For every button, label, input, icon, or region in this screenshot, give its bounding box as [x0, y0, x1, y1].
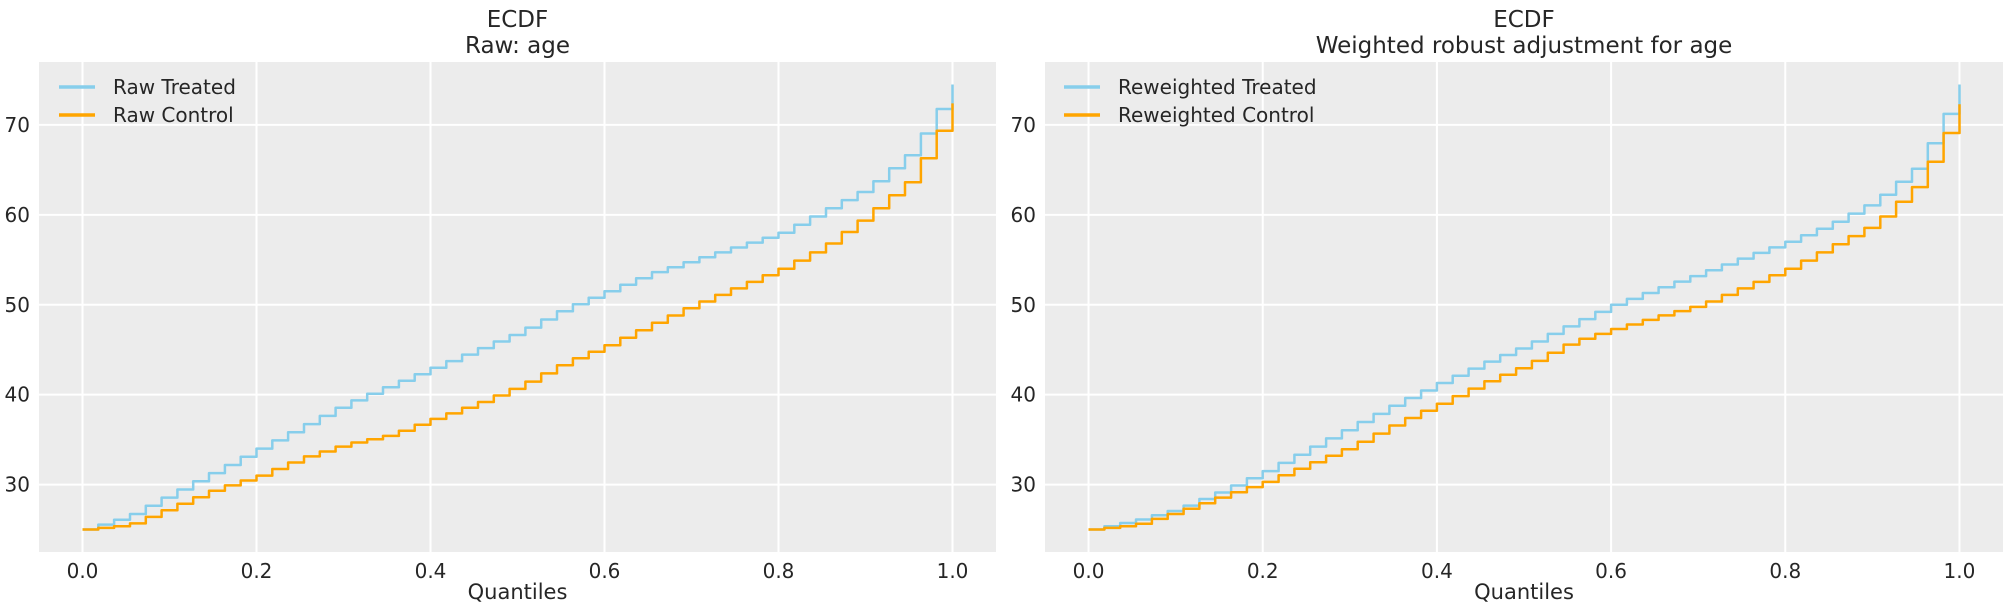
y-tick-label: 40 [5, 383, 30, 407]
series-line-reweighted-control [1088, 104, 1961, 531]
y-tick-label: 50 [1011, 293, 1036, 317]
legend-weighted: Reweighted Treated Reweighted Control [1062, 73, 1317, 129]
x-tick-label: 0.6 [1595, 559, 1627, 583]
series-line-raw-treated [82, 84, 954, 531]
series-line-reweighted-treated [1088, 84, 1961, 531]
x-tick-label: 0.2 [241, 559, 273, 583]
chart-title-line1: ECDF [1493, 7, 1555, 33]
y-tick-label: 40 [1011, 383, 1036, 407]
plot-area-weighted: 0.0 0.2 0.4 0.6 0.8 1.0 30 40 50 60 70 [1011, 62, 2003, 583]
plot-background [39, 62, 996, 552]
legend-label-reweighted-control: Reweighted Control [1118, 103, 1315, 127]
x-tick-label: 0.4 [415, 559, 447, 583]
y-tick-label: 60 [1011, 203, 1036, 227]
legend-row-raw-treated: Raw Treated [57, 73, 236, 101]
plot-background [1045, 62, 2003, 552]
x-tick-label: 1.0 [1944, 559, 1976, 583]
y-tick-label: 30 [5, 473, 30, 497]
x-tick-label: 0.0 [1073, 559, 1105, 583]
chart-title-line2: Weighted robust adjustment for age [1315, 33, 1733, 59]
y-tick-label: 50 [5, 293, 30, 317]
legend-label-reweighted-treated: Reweighted Treated [1118, 75, 1317, 99]
series-line-raw-control [82, 103, 954, 531]
y-tick-label: 70 [1011, 113, 1036, 137]
legend-row-raw-control: Raw Control [57, 101, 236, 129]
x-tick-label: 0.8 [1769, 559, 1801, 583]
chart-title-raw: ECDF Raw: age [39, 7, 996, 59]
chart-title-line2: Raw: age [464, 33, 571, 59]
y-tick-label: 70 [5, 113, 30, 137]
chart-title-line1: ECDF [486, 7, 549, 33]
raw-treated-line-sample [59, 85, 95, 89]
y-tick-label: 60 [5, 203, 30, 227]
legend-label-raw-control: Raw Control [113, 103, 234, 127]
legend-label-raw-treated: Raw Treated [113, 75, 236, 99]
x-axis-label-raw: Quantiles [467, 580, 568, 604]
x-tick-label: 1.0 [937, 559, 969, 583]
reweighted-treated-line-sample [1064, 85, 1100, 89]
legend-row-reweighted-treated: Reweighted Treated [1062, 73, 1317, 101]
x-tick-label: 0.0 [67, 559, 99, 583]
plot-area-raw: 0.0 0.2 0.4 0.6 0.8 1.0 30 40 50 60 70 [5, 62, 996, 583]
x-axis-label-weighted: Quantiles [1474, 580, 1574, 604]
x-tick-label: 0.8 [763, 559, 795, 583]
raw-control-line-sample [59, 113, 95, 117]
chart-title-weighted: ECDF Weighted robust adjustment for age [1045, 7, 2003, 59]
reweighted-control-line-sample [1064, 113, 1100, 117]
legend-raw: Raw Treated Raw Control [57, 73, 236, 129]
y-tick-label: 30 [1011, 473, 1036, 497]
x-tick-label: 0.4 [1421, 559, 1453, 583]
x-tick-label: 0.6 [589, 559, 621, 583]
x-tick-label: 0.2 [1247, 559, 1279, 583]
legend-row-reweighted-control: Reweighted Control [1062, 101, 1317, 129]
